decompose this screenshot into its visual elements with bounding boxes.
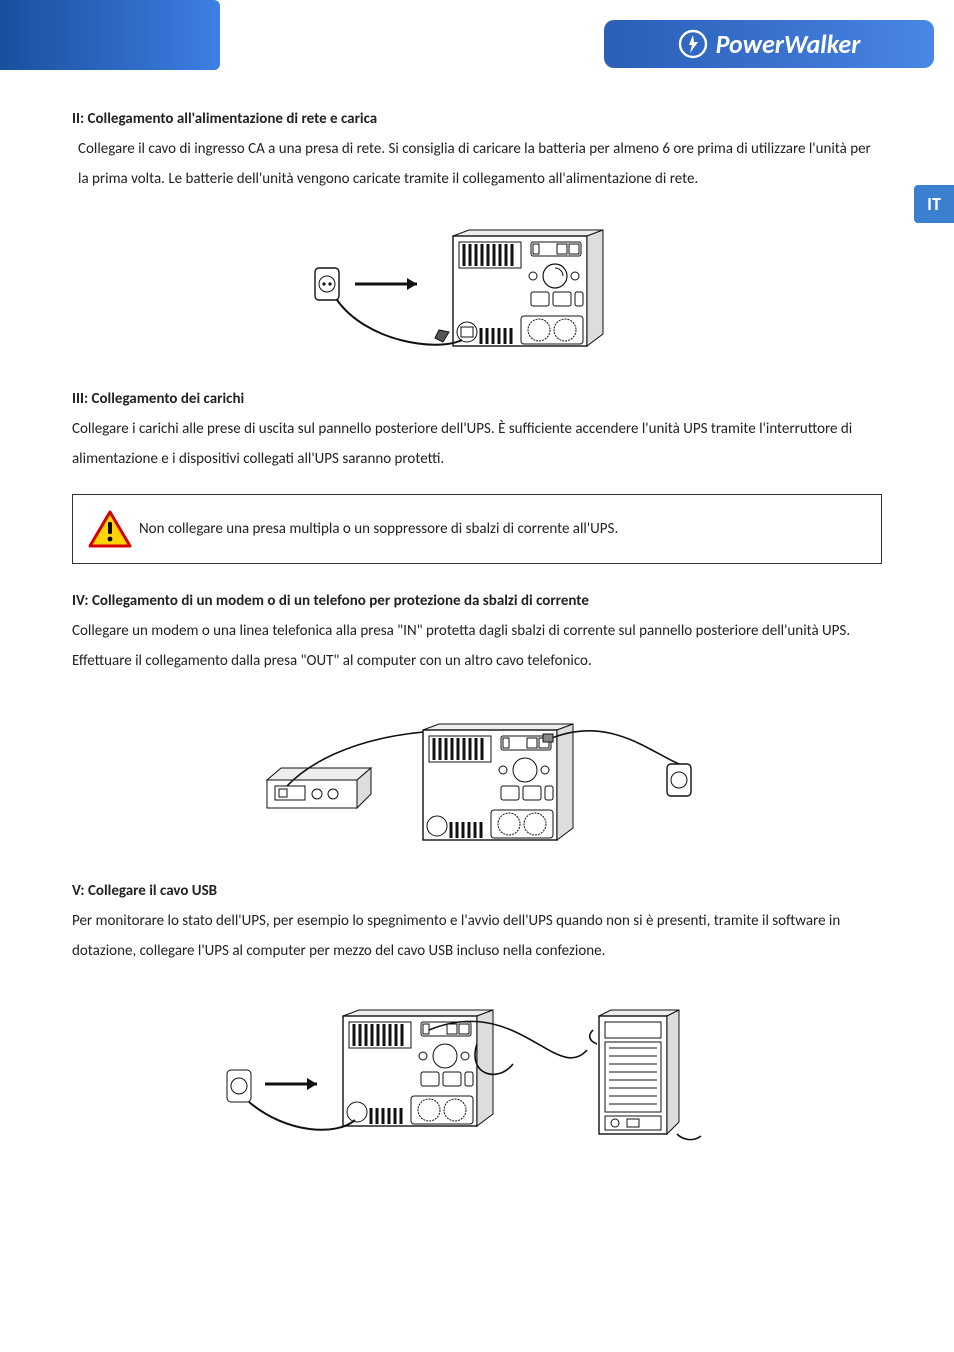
section-5-title: V: Collegare il cavo USB bbox=[72, 882, 882, 900]
brand-logo: PowerWalker bbox=[604, 20, 934, 68]
section-3-title: III: Collegamento dei carichi bbox=[72, 390, 882, 408]
section-4-title: IV: Collegamento di un modem o di un tel… bbox=[72, 592, 882, 610]
section-5-body: Per monitorare lo stato dell'UPS, per es… bbox=[72, 906, 882, 966]
section-2-body: Collegare il cavo di ingresso CA a una p… bbox=[78, 134, 882, 194]
warning-box: Non collegare una presa multipla o un so… bbox=[72, 494, 882, 564]
page-content: II: Collegamento all'alimentazione di re… bbox=[0, 80, 954, 1222]
brand-logo-icon bbox=[678, 29, 708, 59]
page-header: PowerWalker bbox=[0, 0, 954, 80]
section-3-body: Collegare i carichi alle prese di uscita… bbox=[72, 414, 882, 474]
section-4-body: Collegare un modem o una linea telefonic… bbox=[72, 616, 882, 676]
section-2-title: II: Collegamento all'alimentazione di re… bbox=[72, 110, 882, 128]
warning-text: Non collegare una presa multipla o un so… bbox=[139, 520, 618, 538]
brand-name: PowerWalker bbox=[716, 28, 861, 60]
figure-power-connection bbox=[72, 212, 882, 362]
language-tab-label: IT bbox=[927, 193, 941, 215]
header-accent-tab bbox=[0, 0, 220, 70]
figure-modem-connection bbox=[72, 694, 882, 854]
language-tab: IT bbox=[914, 185, 954, 223]
warning-icon bbox=[87, 509, 133, 549]
figure-usb-connection bbox=[72, 984, 882, 1154]
